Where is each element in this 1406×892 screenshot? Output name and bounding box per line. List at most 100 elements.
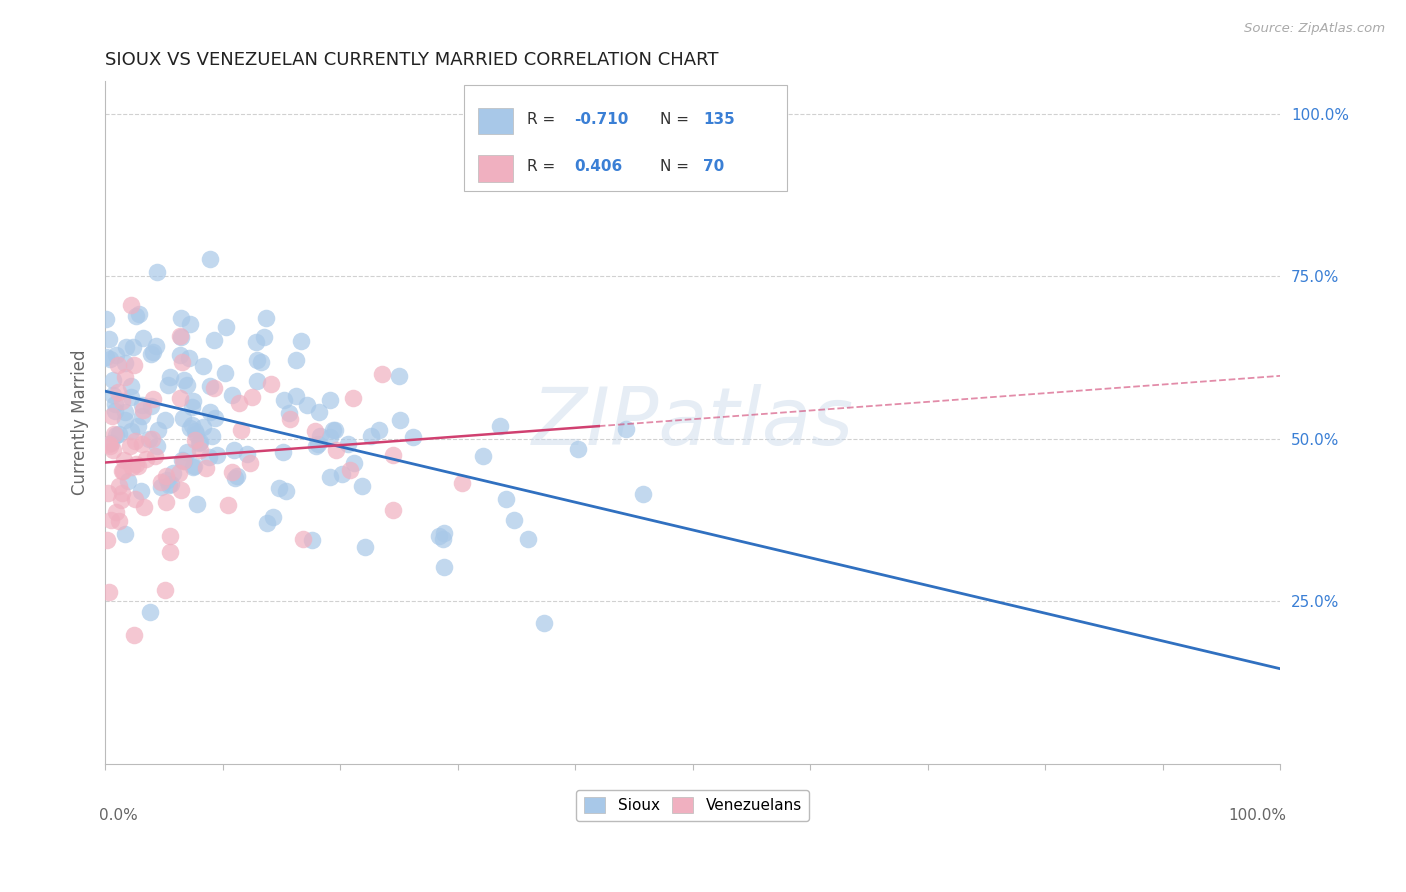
Text: 100.0%: 100.0%: [1229, 808, 1286, 823]
Point: [117, 475, 139, 489]
Point: [193, 359, 215, 373]
Point: [489, 418, 512, 433]
Point: [139, 347, 162, 361]
Text: Source: ZipAtlas.com: Source: ZipAtlas.com: [1244, 22, 1385, 36]
Point: [427, 528, 450, 542]
Point: [177, 351, 200, 365]
Point: [273, 445, 295, 459]
Point: [204, 411, 226, 425]
Point: [180, 400, 202, 414]
Point: [170, 483, 193, 497]
Point: [127, 419, 149, 434]
Point: [98, 439, 121, 453]
Point: [120, 390, 142, 404]
Point: [277, 406, 299, 420]
Point: [284, 353, 307, 368]
Point: [159, 478, 181, 492]
Y-axis label: Currently Married: Currently Married: [72, 350, 89, 495]
Point: [143, 449, 166, 463]
Point: [141, 432, 163, 446]
Point: [169, 391, 191, 405]
Point: [191, 420, 214, 434]
Point: [105, 348, 128, 362]
Point: [159, 529, 181, 543]
Point: [207, 449, 229, 463]
Point: [173, 454, 195, 468]
Point: [181, 393, 204, 408]
Point: [169, 329, 191, 343]
Point: [120, 298, 142, 312]
Point: [183, 433, 205, 447]
Point: [150, 475, 173, 490]
Point: [96, 533, 118, 547]
Point: [250, 355, 273, 369]
Point: [388, 368, 411, 383]
Point: [201, 428, 224, 442]
Point: [354, 540, 377, 554]
Point: [533, 616, 555, 631]
Point: [342, 391, 364, 405]
Point: [221, 388, 243, 402]
Text: SIOUX VS VENEZUELAN CURRENTLY MARRIED CORRELATION CHART: SIOUX VS VENEZUELAN CURRENTLY MARRIED CO…: [105, 51, 718, 69]
Point: [114, 412, 136, 426]
Point: [112, 453, 135, 467]
Point: [120, 379, 142, 393]
Point: [433, 560, 456, 574]
Point: [101, 373, 124, 387]
Point: [280, 411, 302, 425]
Point: [231, 423, 253, 437]
Point: [224, 443, 246, 458]
FancyBboxPatch shape: [464, 85, 787, 191]
Point: [330, 467, 353, 481]
Point: [307, 437, 329, 451]
Point: [195, 460, 218, 475]
Point: [319, 392, 342, 407]
Point: [567, 442, 589, 456]
Point: [124, 434, 146, 448]
Point: [173, 373, 195, 387]
Point: [214, 366, 236, 380]
Point: [368, 423, 391, 437]
Point: [155, 468, 177, 483]
Point: [97, 332, 120, 346]
Point: [471, 450, 494, 464]
Point: [172, 454, 194, 468]
Point: [228, 395, 250, 409]
Point: [304, 424, 326, 438]
Point: [240, 390, 263, 404]
Point: [614, 422, 637, 436]
Point: [132, 500, 155, 515]
Point: [198, 450, 221, 464]
Point: [319, 469, 342, 483]
Legend: Sioux, Venezuelans: Sioux, Venezuelans: [576, 789, 810, 821]
Point: [176, 377, 198, 392]
Text: N =: N =: [659, 112, 693, 127]
Point: [179, 420, 201, 434]
Point: [325, 442, 347, 457]
Point: [148, 423, 170, 437]
Point: [172, 410, 194, 425]
Point: [179, 317, 201, 331]
Point: [402, 430, 425, 444]
Point: [142, 392, 165, 407]
Point: [202, 333, 225, 347]
Point: [246, 353, 269, 368]
Text: R =: R =: [527, 160, 560, 175]
Point: [239, 456, 262, 470]
Point: [124, 491, 146, 506]
Point: [170, 329, 193, 343]
Point: [198, 378, 221, 392]
Point: [100, 409, 122, 423]
Point: [122, 628, 145, 642]
Point: [495, 492, 517, 507]
Point: [159, 545, 181, 559]
Point: [389, 412, 412, 426]
Point: [176, 445, 198, 459]
Point: [159, 370, 181, 384]
Point: [114, 526, 136, 541]
Point: [114, 405, 136, 419]
Point: [156, 378, 179, 392]
Point: [215, 319, 238, 334]
Point: [131, 398, 153, 412]
Point: [295, 398, 318, 412]
